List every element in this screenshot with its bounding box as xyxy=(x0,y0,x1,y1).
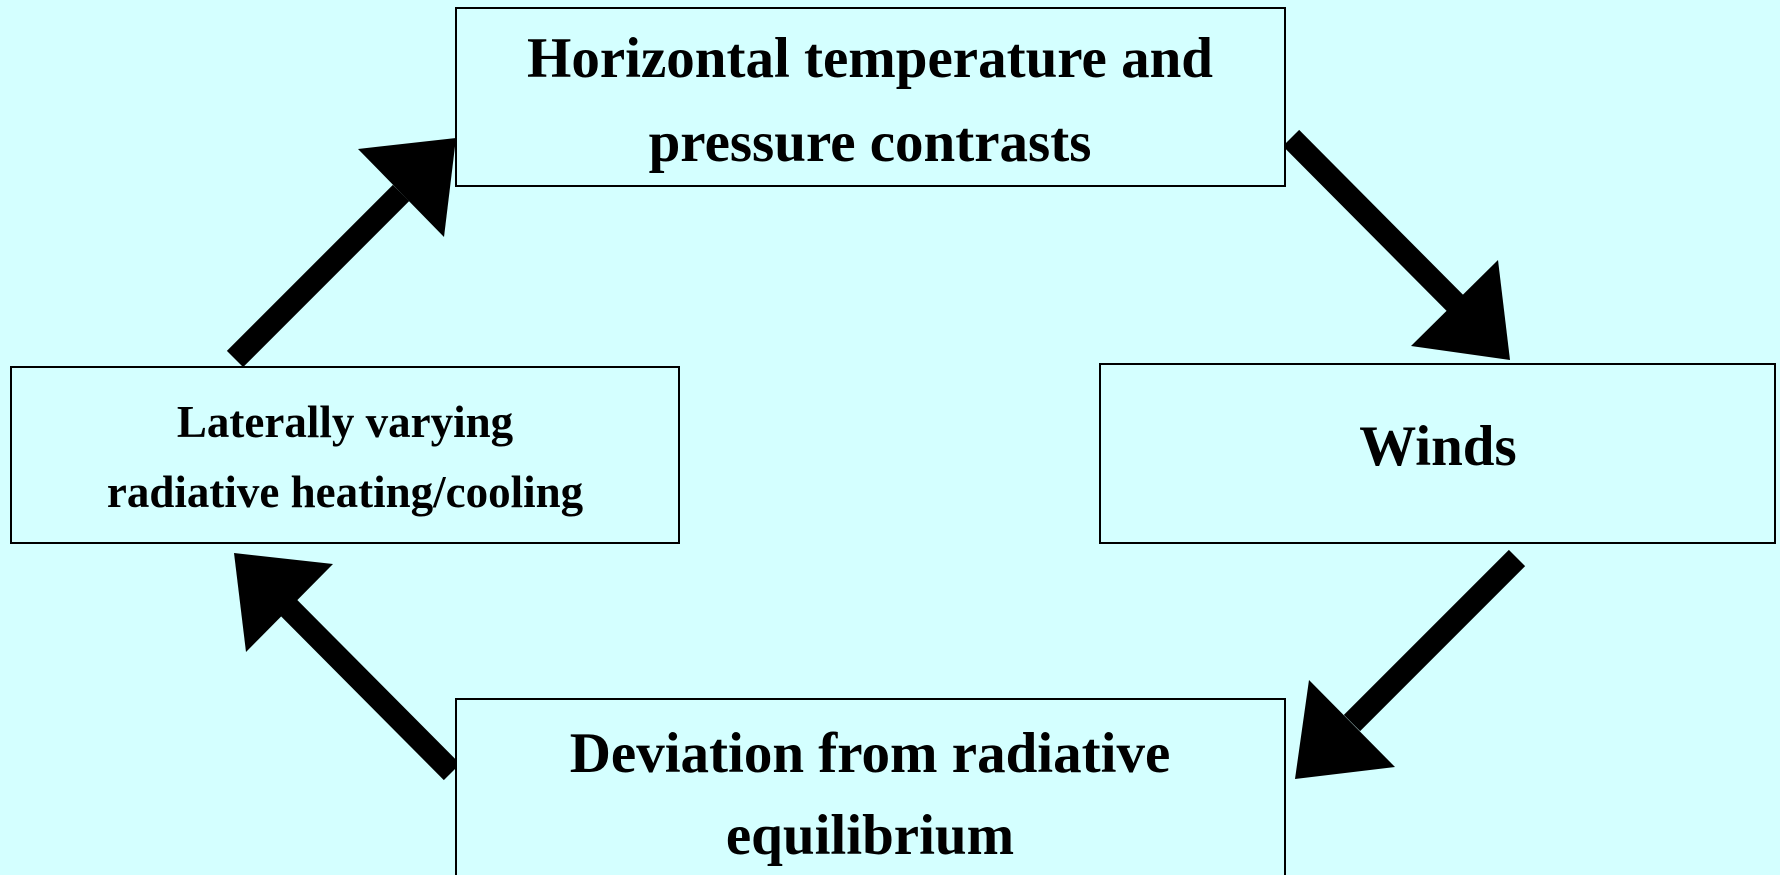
node-box xyxy=(455,7,1286,187)
arrow-head xyxy=(234,553,333,652)
arrow xyxy=(1295,549,1526,779)
arrow-shaft xyxy=(1343,549,1526,732)
arrow-head xyxy=(1411,260,1510,360)
arrow-shaft xyxy=(280,599,461,781)
node-box xyxy=(10,366,680,544)
node-label: Laterally varying xyxy=(177,397,514,447)
node-label: radiative heating/cooling xyxy=(107,467,584,517)
arrow xyxy=(234,553,461,781)
node-box xyxy=(1099,363,1776,544)
arrow-head xyxy=(1295,680,1395,779)
node-label: Horizontal temperature and xyxy=(527,27,1213,90)
node-label: Deviation from radiative xyxy=(570,722,1171,785)
arrow-shaft xyxy=(226,184,410,368)
node-label: pressure contrasts xyxy=(649,111,1092,174)
node-box xyxy=(455,698,1286,875)
arrow-head xyxy=(358,138,456,237)
arrow xyxy=(226,138,456,368)
node-label: Winds xyxy=(1359,415,1516,478)
arrow xyxy=(1282,129,1510,360)
node-label: equilibrium xyxy=(726,804,1014,867)
arrow-shaft xyxy=(1282,129,1464,312)
